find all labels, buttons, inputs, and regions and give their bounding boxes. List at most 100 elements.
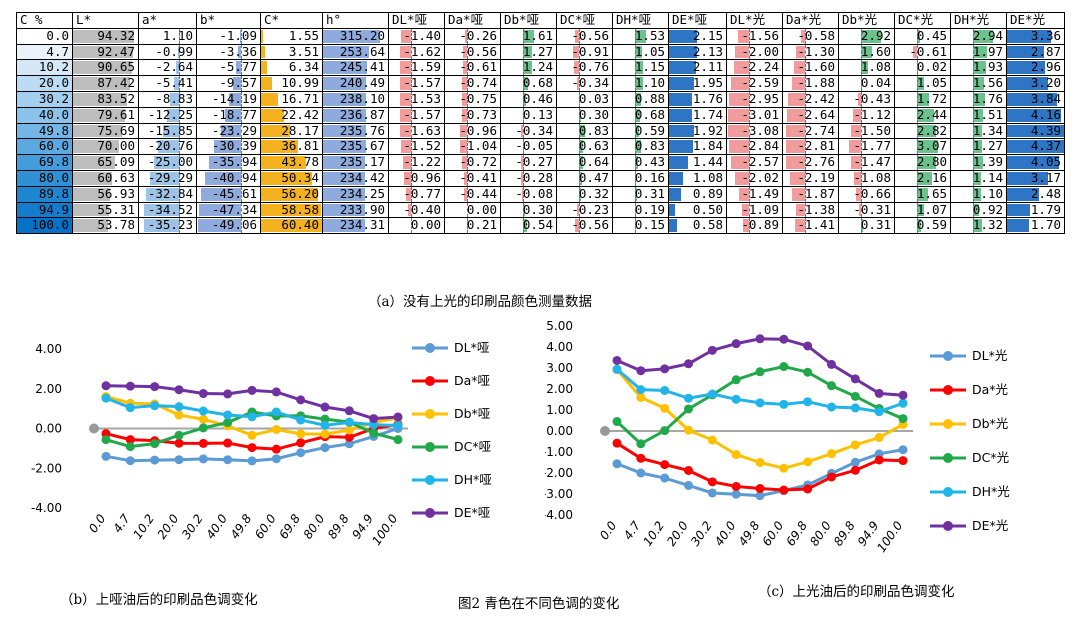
- zero-line: [917, 92, 918, 107]
- y-tick-label: -1.00: [545, 445, 573, 459]
- cell-value: -0.26: [459, 28, 497, 43]
- cell-value: -0.74: [459, 75, 497, 91]
- cell-bar: [400, 108, 411, 122]
- zero-line: [523, 203, 524, 217]
- x-tick-label: 4.7: [110, 511, 133, 535]
- cell-bar: [973, 187, 981, 201]
- cell-bar: [848, 140, 861, 154]
- data-point: [223, 455, 233, 465]
- cell-bar: [635, 61, 643, 75]
- cell-bar: [1007, 219, 1030, 233]
- cell-value: -1.87: [797, 186, 835, 201]
- cell-value: -2.24: [741, 59, 779, 75]
- data-point: [755, 367, 765, 377]
- zero-line: [523, 155, 524, 170]
- cell-value: -0.28: [515, 170, 553, 185]
- cell-coverage: 10.2: [16, 59, 73, 77]
- zero-line: [579, 203, 580, 217]
- table-cell: -2.76: [782, 154, 839, 171]
- cell-value: 1.24: [522, 59, 553, 75]
- table-cell: 1.27: [950, 138, 1007, 156]
- cell-value: 1.07: [916, 202, 947, 217]
- legend-marker: [425, 508, 435, 518]
- y-tick-label: 0.00: [546, 424, 573, 438]
- zero-line: [749, 124, 750, 138]
- cell-value: 238.10: [339, 91, 385, 106]
- cell-bar: [669, 187, 681, 201]
- axis-origin-dot: [600, 426, 610, 436]
- cell-value: 1.72: [916, 91, 947, 106]
- cell-value: -1.52: [403, 138, 441, 154]
- cell-bar: [73, 29, 135, 43]
- table-cell: -1.53: [388, 90, 445, 108]
- data-point: [731, 394, 741, 404]
- cell-value: 1.10: [634, 75, 665, 91]
- cell-value: 2.94: [972, 28, 1003, 43]
- data-point: [898, 456, 908, 466]
- cell-bar: [669, 171, 683, 185]
- cell-coverage: 4.7: [16, 43, 73, 61]
- cell-value: 3.36: [1030, 28, 1061, 43]
- data-point: [198, 406, 208, 416]
- cell-value: -0.31: [853, 202, 891, 217]
- table-cell: -1.50: [838, 122, 895, 140]
- data-point: [874, 455, 884, 465]
- table-cell: 1.74: [668, 106, 727, 124]
- table-cell: -3.01: [726, 106, 783, 124]
- cell-value: 87.42: [97, 75, 135, 91]
- table-cell: -0.76: [556, 59, 613, 77]
- zero-line: [523, 92, 524, 107]
- data-point: [344, 417, 354, 427]
- cell-bar: [1007, 140, 1064, 154]
- cell-bar: [261, 45, 265, 59]
- cell-bar: [1007, 77, 1049, 90]
- data-point: [271, 454, 281, 464]
- cell-bar: [465, 29, 467, 43]
- table-cell: -15.85: [138, 122, 197, 140]
- cell-value: 2.87: [1030, 44, 1061, 59]
- cell-value: 0.19: [634, 202, 665, 217]
- cell-value: 1.05: [916, 75, 947, 91]
- legend-marker: [943, 487, 953, 497]
- cell-bar: [73, 219, 108, 233]
- cell-value: -0.56: [459, 44, 497, 59]
- data-point: [101, 381, 111, 391]
- legend-label: DH*光: [972, 484, 1010, 499]
- data-point: [612, 459, 622, 469]
- x-tick-label: 20.0: [664, 518, 691, 548]
- cell-value: 1.76: [692, 91, 723, 106]
- cell-value: 1.95: [692, 75, 723, 91]
- table-cell: 315.20: [322, 27, 389, 45]
- data-point: [707, 435, 717, 445]
- cell-bar: [163, 124, 179, 138]
- cell-value: -0.66: [853, 186, 891, 201]
- cell-bar: [796, 45, 805, 59]
- cell-bar: [973, 45, 987, 59]
- zero-line: [749, 171, 750, 186]
- cell-value: 234.31: [339, 217, 385, 233]
- cell-value: 0.15: [634, 217, 665, 233]
- zero-line: [805, 187, 806, 202]
- table-cell: 0.54: [500, 217, 557, 235]
- data-point: [174, 438, 184, 448]
- cell-bar: [1007, 92, 1057, 106]
- table-row: 100.0 53.78 -35.23 -49.06 60.40 234.31 0.00 0.2…: [16, 217, 1065, 235]
- table-cell: -2.59: [726, 75, 783, 92]
- cell-bar: [635, 45, 643, 59]
- table-cell: 2.44: [894, 106, 951, 124]
- cell-bar: [461, 108, 467, 122]
- data-point: [660, 403, 670, 413]
- table-cell: -0.89: [726, 217, 783, 235]
- cell-value: 1.92: [692, 123, 723, 138]
- data-point: [850, 374, 860, 384]
- table-cell: -3.08: [726, 122, 783, 140]
- zero-line: [467, 45, 468, 59]
- cell-bar: [323, 77, 367, 90]
- table-cell: 238.10: [322, 90, 389, 108]
- cell-bar: [917, 92, 929, 106]
- legend-label: Da*哑: [454, 373, 490, 388]
- cell-bar: [323, 203, 366, 217]
- cell-bar: [323, 92, 366, 106]
- table-cell: 0.30: [556, 106, 613, 124]
- cell-value: -1.04: [459, 138, 497, 154]
